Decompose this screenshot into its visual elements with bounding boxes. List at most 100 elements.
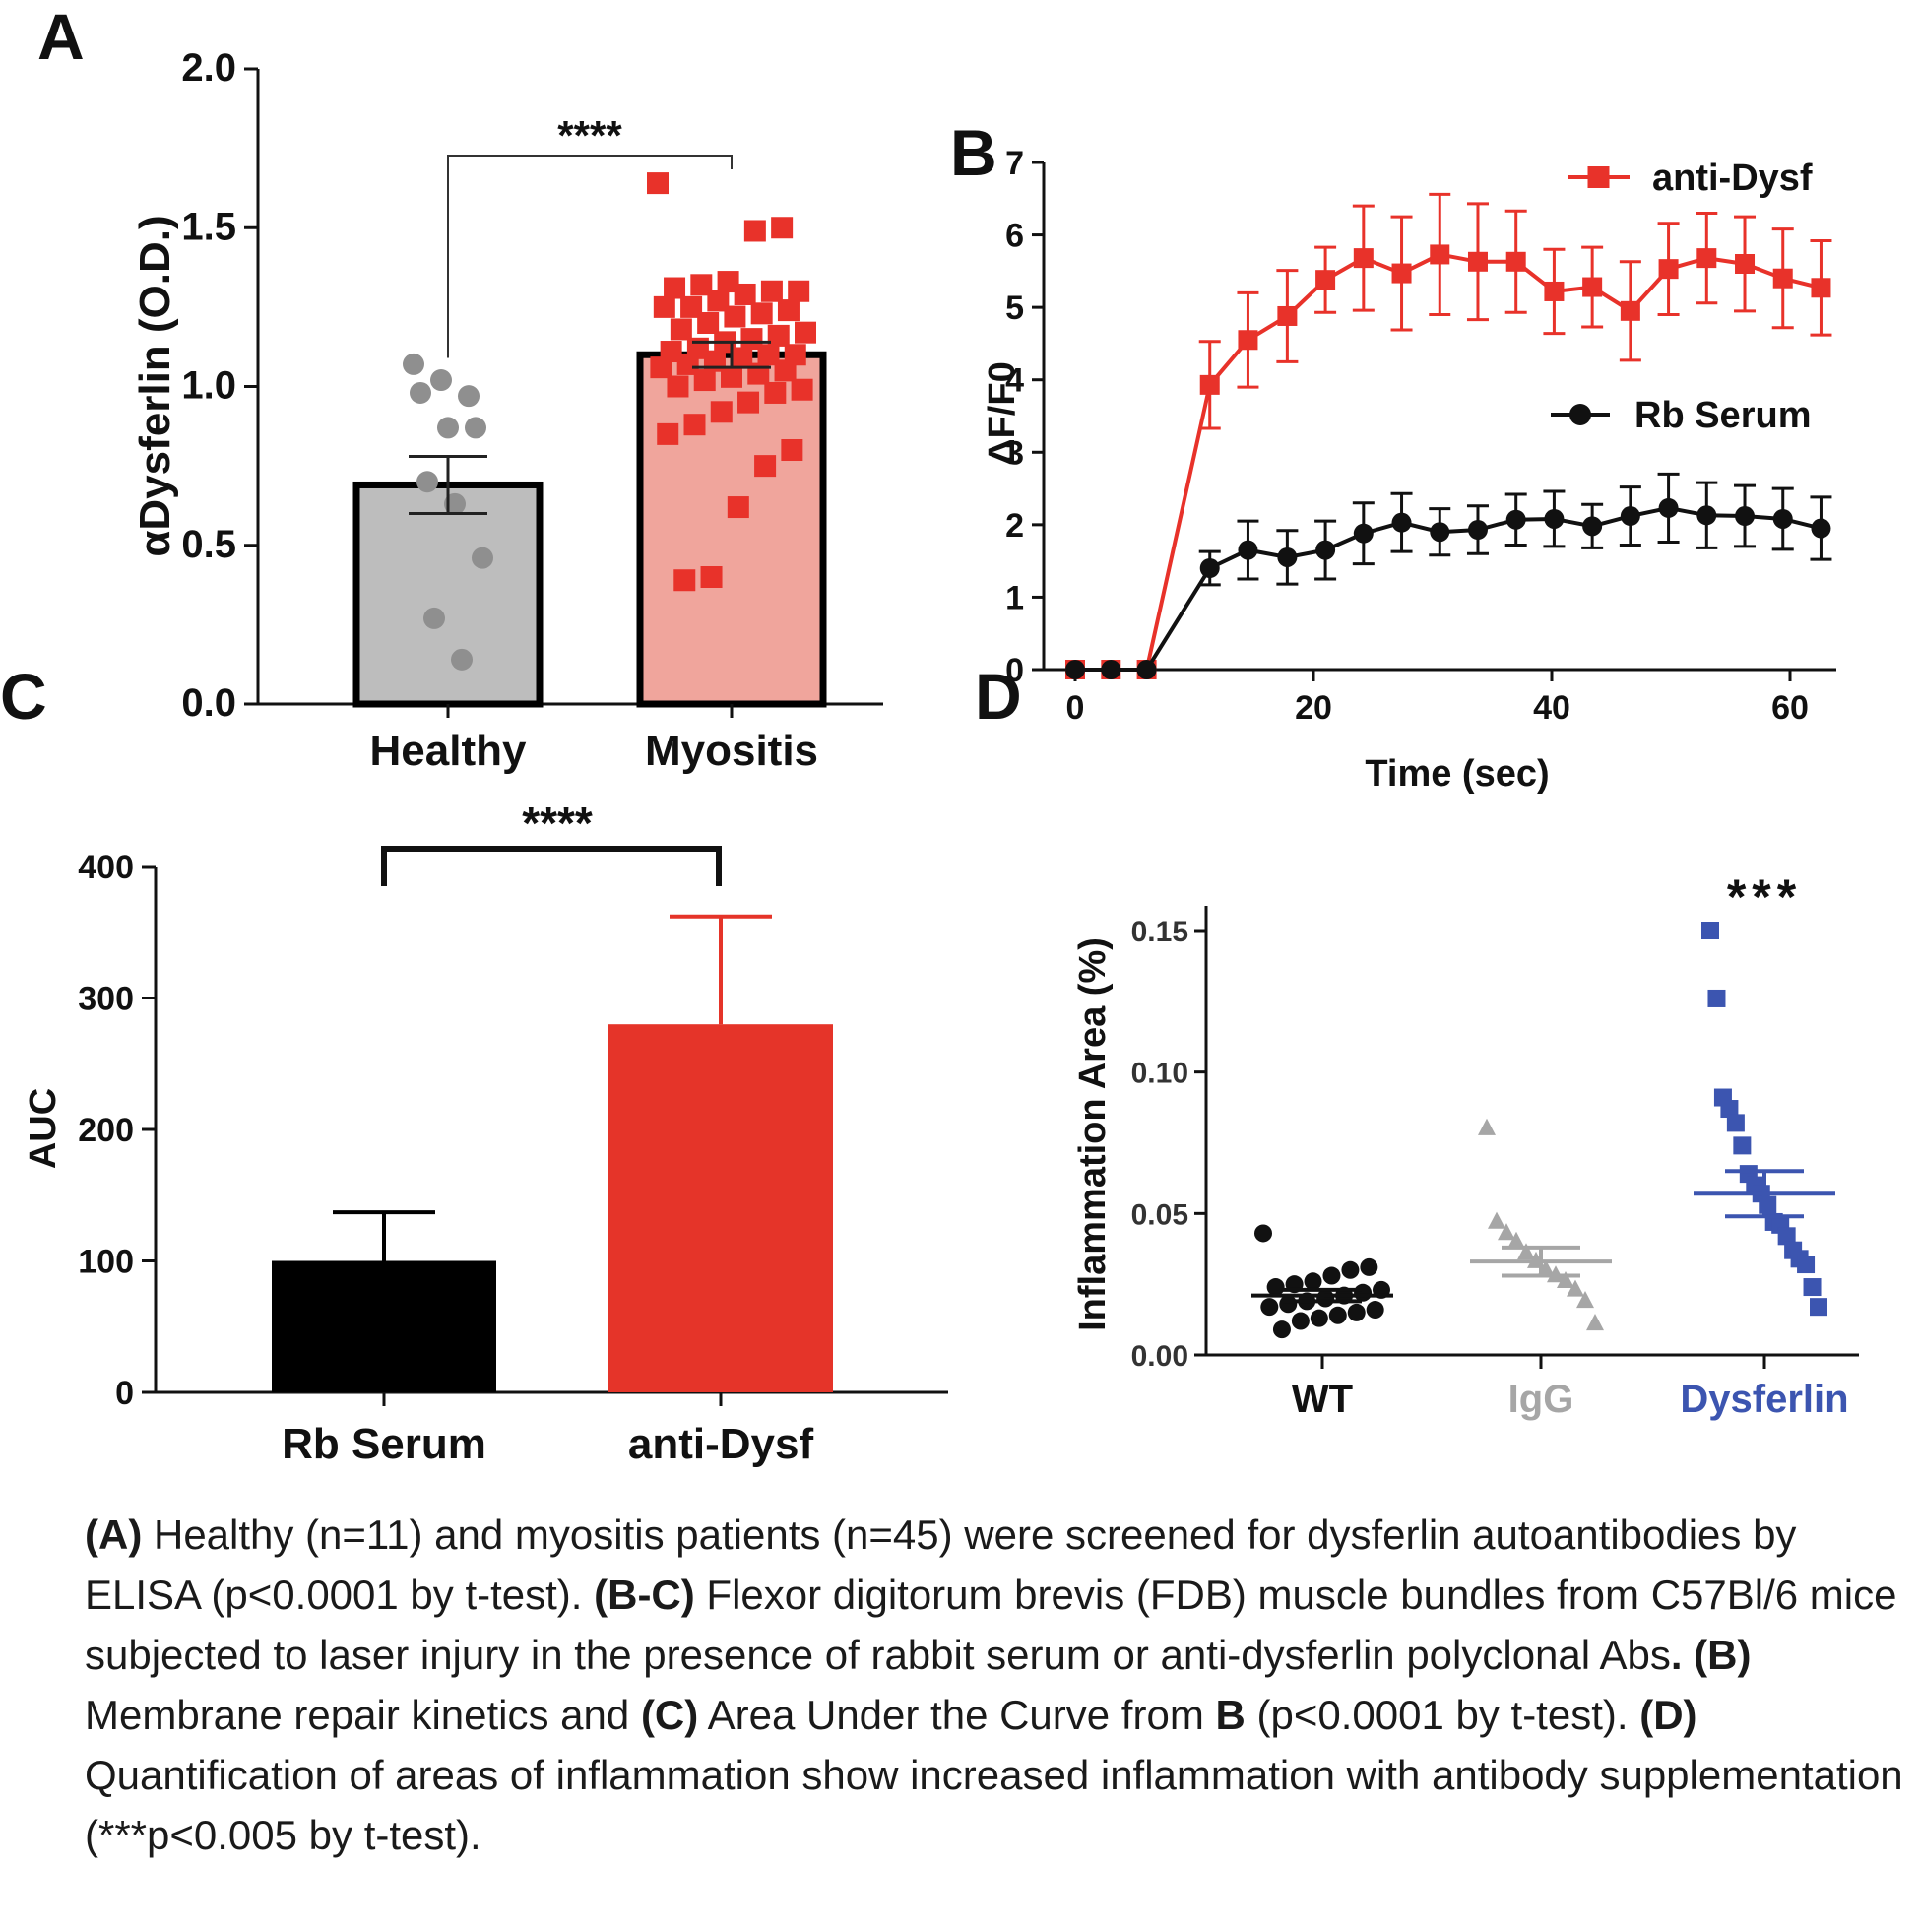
panel-b-point [1582,277,1603,297]
panel-b-point [1696,248,1717,269]
panel-d-point [1316,1289,1335,1308]
panel-a-point [764,381,787,404]
caption-text-segment: Healthy (n=11) and myositis patients (n=… [85,1512,1797,1618]
panel-b-point [1238,540,1258,560]
panel-b-y-tick-label: 5 [1005,290,1024,327]
caption-bold-segment: (B-C) [594,1572,695,1618]
figure-caption: (A) Healthy (n=11) and myositis patients… [85,1505,1916,1865]
panel-b-point [1467,520,1488,541]
panel-d-point [1567,1279,1584,1297]
panel-d-point [1726,1114,1745,1132]
panel-a-point [676,353,699,375]
panel-a-point [416,471,438,493]
panel-a-point [673,569,696,592]
panel-d-significance-stars: *** [1727,869,1802,925]
panel-a-point [717,271,739,293]
panel-d-y-tick-label: 0.05 [1131,1198,1188,1231]
panel-b-point [1772,508,1793,529]
panel-c-y-label: AUC [23,1088,64,1169]
panel-d-y-tick-label: 0.00 [1131,1340,1188,1373]
panel-c-y-tick-label: 400 [78,849,134,886]
panel-b-y-tick-label: 3 [1005,434,1024,472]
panel-b-point [1811,518,1831,539]
panel-a-point [781,439,803,461]
panel-a-point [750,302,773,325]
caption-bold-segment: (C) [640,1692,699,1738]
panel-d-point [1322,1266,1341,1285]
panel-b-point [1238,330,1258,351]
panel-d-category-label: IgG [1508,1378,1574,1421]
panel-b-point [1199,558,1220,578]
panel-b-point [1065,660,1085,679]
panel-b-legend-label: anti-Dysf [1652,158,1813,199]
panel-b-point [1811,278,1831,298]
panel-a-point [430,369,452,392]
panel-a-point [740,328,763,351]
panel-b-x-tick-label: 40 [1533,689,1570,727]
panel-d-point [1304,1272,1322,1291]
panel-b-point [1544,281,1565,301]
panel-a-point [437,417,459,439]
panel-c-y-tick-label: 200 [78,1112,134,1149]
panel-a-point [680,295,703,318]
panel-d-point [1759,1195,1777,1214]
panel-a-point [657,422,679,445]
caption-bold-segment: . [1670,1632,1683,1678]
panel-b-point [1772,268,1793,289]
panel-d-y-tick-label: 0.10 [1131,1058,1188,1090]
panel-c-category-label: anti-Dysf [628,1420,814,1468]
panel-a-point [670,318,692,341]
panel-b-y-tick-label: 7 [1005,145,1024,182]
caption-text-segment: Area Under the Curve from [698,1692,1216,1738]
panel-d-point [1478,1118,1496,1135]
panel-b-point [1101,660,1121,679]
panel-c-significance-bracket [381,846,722,886]
panel-b-point [1277,305,1298,326]
panel-b-legend-label: Rb Serum [1634,395,1811,436]
panel-d-point [1279,1295,1298,1314]
panel-a-point [727,496,749,519]
panel-a-y-tick-label: 2.0 [181,46,236,90]
panel-a-point [700,566,723,588]
panel-d-point [1701,922,1719,939]
caption-text-segment: (p<0.0001 by t-test). [1245,1692,1640,1738]
panel-b-point [1430,244,1450,265]
panel-a-y-tick-label: 1.5 [181,205,236,248]
panel-d-point [1354,1283,1373,1302]
panel-a-bar-healthy [352,481,544,708]
panel-b-point [1315,270,1336,290]
panel-d-point [1272,1320,1291,1339]
panel-d-point [1507,1231,1525,1249]
panel-a-point [774,359,797,382]
panel-d-category-label: Dysferlin [1680,1378,1848,1421]
panel-b-point [1505,509,1526,530]
panel-b-point [1696,505,1717,526]
panel-d-point [1366,1301,1384,1320]
panel-d-point [1328,1306,1347,1324]
panel-a-point [653,295,675,318]
panel-a-y-tick-label: 0.0 [181,681,236,725]
panel-a-point [423,607,445,629]
panel-letter-b: B [950,116,997,189]
panel-letter-c: C [0,660,47,733]
panel-d-point [1797,1256,1816,1274]
panel-a-point [795,321,816,344]
panel-d-y-label: Inflammation Area (%) [1072,937,1114,1331]
panel-b-x-label: Time (sec) [1365,753,1549,795]
panel-a-y-tick-label: 0.5 [181,523,236,566]
panel-b-point [1136,660,1157,679]
caption-text-segment: Flexor digitorum brevis (FDB) muscle bun… [85,1572,1897,1678]
panel-a-point [650,356,672,379]
panel-a-point [697,312,720,334]
panel-a-point [647,172,669,195]
caption-text-segment: Membrane repair kinetics and [85,1692,641,1738]
panel-a-point [693,369,716,392]
panel-b-point [1735,506,1756,527]
panel-b-point [1658,497,1679,518]
panel-d-point [1254,1224,1272,1243]
panel-a-point [737,391,760,414]
panel-d-point [1586,1314,1604,1331]
panel-b-point [1353,248,1374,269]
caption-text-segment [1683,1632,1695,1678]
panel-letter-d: D [975,660,1022,733]
